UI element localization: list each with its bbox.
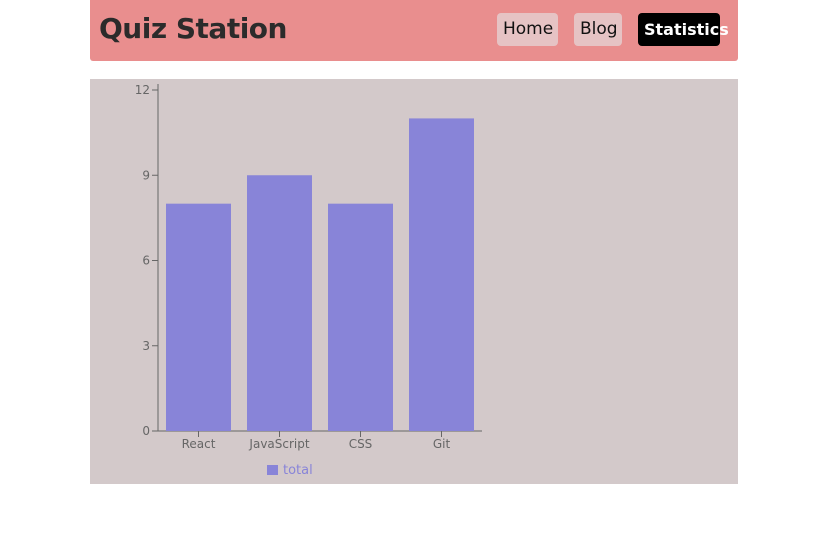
bar-css <box>328 203 393 431</box>
x-tick-label: JavaScript <box>248 437 309 451</box>
y-tick-label: 12 <box>135 83 150 97</box>
statistics-chart-panel: 0 3 6 9 12 React JavaScript CSS Git total <box>90 79 738 484</box>
bar-javascript <box>247 175 312 431</box>
nav-home-button[interactable]: Home <box>497 13 558 46</box>
y-tick-label: 9 <box>142 168 150 182</box>
navbar: Quiz Station Home Blog Statistics <box>90 0 738 61</box>
bar-git <box>409 118 474 431</box>
y-tick-label: 6 <box>142 254 150 268</box>
x-tick-label: CSS <box>349 437 373 451</box>
x-tick-label: React <box>182 437 216 451</box>
legend-swatch <box>267 465 278 475</box>
nav-blog-button[interactable]: Blog <box>574 13 622 46</box>
y-tick-label: 3 <box>142 339 150 353</box>
bar-react <box>166 203 231 431</box>
y-tick-label: 0 <box>142 424 150 438</box>
brand-title: Quiz Station <box>99 12 287 45</box>
nav-statistics-button[interactable]: Statistics <box>638 13 729 46</box>
x-tick-label: Git <box>433 437 451 451</box>
legend-label: total <box>283 463 313 478</box>
bar-chart: 0 3 6 9 12 React JavaScript CSS Git total <box>135 83 482 478</box>
